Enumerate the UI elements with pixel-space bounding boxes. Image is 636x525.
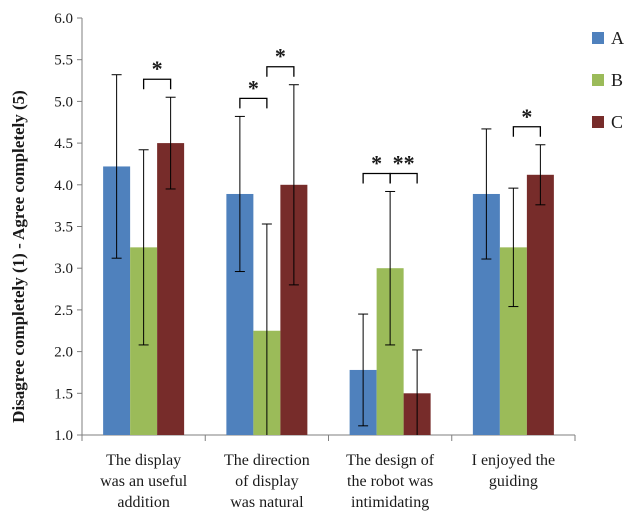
significance-bracket: [239, 97, 268, 109]
y-tick-label: 6.0: [54, 11, 73, 27]
significance-bracket: [266, 66, 295, 77]
x-category-label: The design of: [346, 452, 435, 469]
legend-swatch-C: [592, 116, 604, 128]
significance-label: *: [275, 44, 286, 69]
y-tick-label: 3.0: [54, 261, 73, 277]
y-tick-label: 3.5: [54, 220, 73, 236]
x-category-label: addition: [117, 494, 169, 511]
x-category-label: intimidating: [351, 494, 429, 511]
legend-label-A: A: [611, 28, 624, 48]
x-category-label: The direction: [224, 452, 310, 469]
legend-label-B: B: [611, 70, 623, 90]
x-category-label: I enjoyed the: [472, 452, 556, 469]
legend-label-C: C: [611, 112, 623, 132]
x-category-label: The display: [106, 452, 181, 469]
bar-C: [526, 174, 554, 436]
significance-label: *: [371, 150, 382, 175]
x-category-label: the robot was: [347, 473, 433, 490]
x-category-label: was natural: [230, 494, 304, 511]
y-axis-label: Disagree completely (1) - Agree complete…: [9, 90, 28, 423]
significance-label: *: [152, 56, 163, 81]
bar-C: [157, 143, 185, 435]
significance-bracket: [142, 78, 172, 90]
y-tick-label: 1.5: [54, 386, 73, 402]
y-tick-label: 5.0: [54, 94, 73, 110]
x-category-label: of display: [235, 473, 299, 490]
y-tick-label: 2.0: [54, 345, 73, 361]
significance-bracket: [512, 126, 542, 137]
y-tick-label: 5.5: [54, 53, 73, 69]
y-tick-label: 4.5: [54, 136, 73, 152]
significance-label: *: [248, 75, 259, 100]
y-tick-label: 4.0: [54, 178, 73, 194]
legend-swatch-B: [592, 74, 604, 86]
x-category-label: guiding: [489, 473, 538, 490]
y-tick-label: 1.0: [54, 428, 73, 444]
legend-swatch-A: [592, 32, 604, 44]
y-tick-label: 2.5: [54, 303, 73, 319]
significance-label: **: [393, 150, 415, 175]
significance-bracket: [389, 172, 418, 184]
significance-label: *: [521, 104, 532, 129]
x-category-label: was an useful: [100, 473, 188, 490]
